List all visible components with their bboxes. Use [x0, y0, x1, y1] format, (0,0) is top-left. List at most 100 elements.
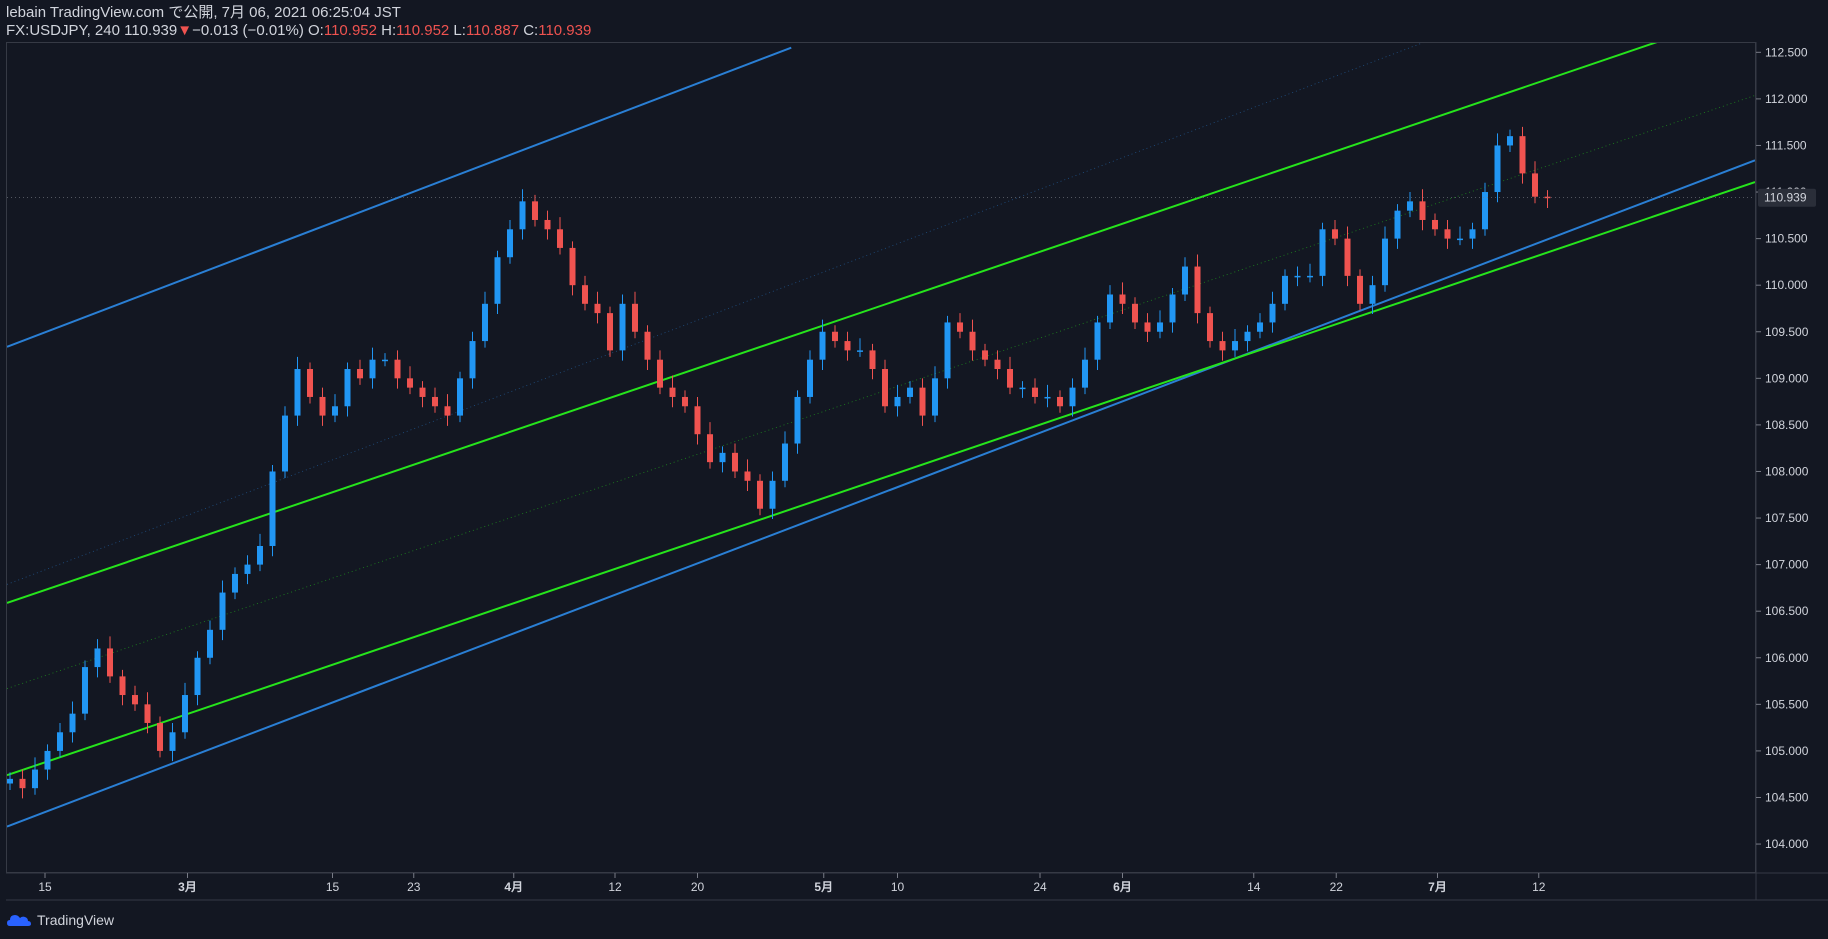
candle-body [7, 778, 13, 784]
candle-body [19, 778, 26, 789]
channel-line-4[interactable] [7, 95, 1755, 689]
price-tick-label: 109.000 [1765, 371, 1809, 385]
candle-body [457, 378, 463, 416]
candle-body [519, 201, 526, 230]
candle-body [1332, 229, 1338, 239]
candle-body [1294, 275, 1301, 278]
publish-line: lebain TradingView.com で公開, 7月 06, 2021 … [6, 4, 401, 21]
candle-body [644, 331, 651, 360]
candle-body [432, 396, 438, 407]
price-tick-label: 108.500 [1765, 418, 1809, 432]
candle-body [757, 480, 763, 509]
candle-body [557, 229, 563, 248]
time-tick-label: 20 [691, 880, 705, 894]
symbol-interval[interactable]: FX:USDJPY, 240 [6, 22, 120, 39]
candle-body [507, 229, 513, 258]
candle-body [194, 657, 201, 696]
candle-body [1319, 229, 1326, 276]
time-tick-label: 22 [1330, 880, 1344, 894]
candle-body [1107, 294, 1113, 323]
time-tick-label: 4月 [504, 880, 523, 894]
candle-body [994, 359, 1001, 370]
candle-body [1219, 341, 1226, 351]
candle-body [257, 545, 263, 565]
candles [7, 126, 1551, 799]
candle-body [1482, 192, 1488, 230]
channel-lines [7, 0, 1755, 828]
time-tick-label: 12 [1532, 880, 1546, 894]
channel-line-1[interactable] [7, 159, 1755, 828]
candle-body [1132, 303, 1138, 323]
candle-body [1469, 229, 1476, 239]
candle-body [969, 331, 976, 351]
candle-body [1282, 275, 1288, 304]
candle-body [119, 676, 126, 696]
candle-body [582, 285, 588, 304]
candle-body [1007, 369, 1013, 388]
price-change: −0.013 (−0.01%) [192, 22, 304, 39]
price-tick-label: 110.500 [1765, 232, 1808, 246]
ohlc-legend: FX:USDJPY, 240 110.939 ▼ −0.013 (−0.01%)… [6, 22, 591, 40]
close-label: C: [523, 22, 539, 39]
candle-body [32, 769, 38, 789]
candle-body [69, 713, 76, 733]
tradingview-logo[interactable]: TradingView [6, 912, 114, 928]
candle-body [1019, 387, 1026, 390]
candle-body [957, 322, 963, 332]
candle-body [357, 369, 363, 379]
candle-body [682, 396, 688, 407]
candle-body [569, 247, 576, 286]
time-tick-label: 5月 [814, 880, 833, 894]
candle-body [944, 322, 951, 379]
chart-header: lebain TradingView.com で公開, 7月 06, 2021 … [6, 4, 591, 40]
price-tick-label: 106.000 [1765, 651, 1809, 665]
time-tick-label: 23 [407, 880, 421, 894]
candle-body [882, 369, 888, 407]
candle-body [269, 471, 276, 546]
candle-body [907, 387, 913, 397]
candle-body [1144, 322, 1151, 332]
candle-body [1082, 359, 1088, 388]
candle-body [57, 732, 63, 751]
publish-info: lebain TradingView.com で公開, 7月 06, 2021 … [6, 4, 591, 22]
candle-body [932, 378, 938, 416]
candle-body [1419, 201, 1426, 220]
time-tick-label: 3月 [178, 880, 197, 894]
price-tick-label: 105.000 [1765, 744, 1809, 758]
price-tick-label: 111.500 [1765, 138, 1807, 152]
price-tick-label: 107.500 [1765, 511, 1809, 525]
candle-body [332, 406, 338, 416]
candle-body [1494, 145, 1501, 193]
candle-body [419, 387, 426, 397]
channel-line-0[interactable] [7, 46, 792, 348]
candle-body [1507, 136, 1513, 146]
candle-body [769, 480, 776, 509]
candle-body [669, 387, 676, 397]
candle-body [894, 396, 901, 407]
down-arrow-icon: ▼ [177, 22, 193, 39]
price-tick-label: 106.500 [1765, 604, 1809, 618]
open-label: O: [308, 22, 324, 39]
candle-body [494, 257, 501, 304]
candle-body [1094, 322, 1101, 360]
price-axis[interactable]: 104.000 104.500 105.000 105.500 106.000 106.5… [1756, 45, 1809, 851]
candle-body [794, 396, 801, 444]
candle-body [344, 369, 351, 407]
channel-line-2[interactable] [7, 9, 1755, 604]
candle-body [132, 695, 138, 705]
candle-body [1457, 238, 1463, 241]
time-tick-label: 12 [608, 880, 622, 894]
candle-body [619, 303, 626, 351]
channel-line-5[interactable] [7, 0, 1755, 585]
candle-body [82, 667, 88, 714]
candle-body [394, 359, 401, 379]
candle-body [782, 443, 788, 481]
last-price: 110.939 [124, 22, 178, 39]
candle-body [857, 350, 863, 352]
price-tick-label: 105.500 [1765, 697, 1809, 711]
channel-line-3[interactable] [7, 181, 1755, 777]
time-axis[interactable]: 15 3月 15 23 4月 12 20 5月 10 24 6月 14 22 7月 12 [38, 873, 1546, 894]
candle-body [1344, 238, 1351, 276]
candle-body [282, 415, 288, 472]
